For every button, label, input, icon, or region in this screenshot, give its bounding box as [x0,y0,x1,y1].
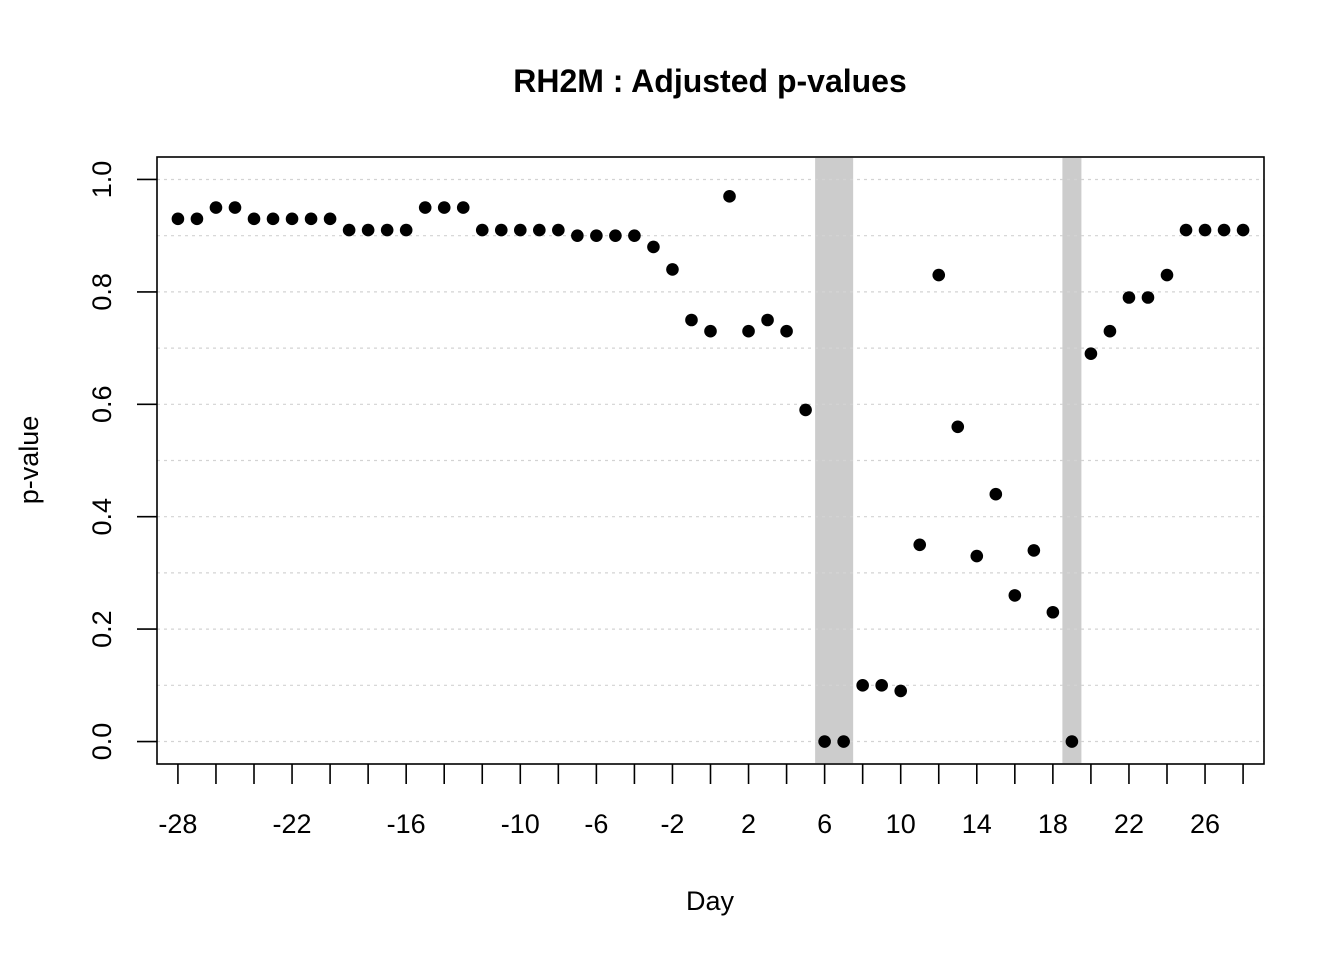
data-point [494,223,508,237]
y-axis: 0.0 0.2 0.4 0.6 0.8 1.0 [87,161,157,761]
data-point [1141,291,1155,304]
data-point [1236,223,1250,237]
x-tick-label: -16 [387,809,426,839]
x-tick-label: 18 [1038,809,1068,839]
data-point [704,324,717,338]
data-point [552,223,565,237]
data-point [399,223,413,237]
data-point [342,223,356,237]
data-point [533,223,546,237]
data-point [875,679,888,692]
data-point [856,679,869,692]
data-point [951,420,965,434]
data-point [590,229,603,242]
data-point [1122,291,1136,304]
data-point [1084,347,1098,361]
data-point [666,263,679,276]
data-point [1046,605,1060,619]
data-point [894,684,908,698]
data-point [818,735,831,748]
data-point [323,212,337,226]
x-tick-label: 2 [741,809,756,839]
data-point [285,212,299,226]
x-tick-label: -10 [501,809,540,839]
data-point [171,212,185,226]
x-tick-label: 10 [886,809,916,839]
data-point [989,487,1003,501]
data-point [1198,223,1212,237]
data-point [1065,735,1079,748]
data-point [475,223,489,237]
y-tick-label: 0.8 [87,273,117,311]
y-tick-label: 0.0 [87,723,117,761]
y-axis-label: p-value [14,416,44,505]
data-points [171,190,1250,748]
x-tick-label: -22 [273,809,312,839]
data-point [932,268,946,282]
x-tick-label: -28 [158,809,197,839]
data-point [1008,589,1022,602]
x-tick-label: -6 [584,809,608,839]
data-point [209,201,223,214]
data-point [418,201,432,214]
y-tick-label: 1.0 [87,161,117,199]
shaded-band-1 [1062,158,1082,763]
data-point [1103,324,1117,338]
data-point [609,229,622,242]
data-point [571,229,584,242]
data-point [1160,268,1174,282]
data-point [361,223,375,237]
data-point [304,212,318,226]
data-point [647,240,660,254]
data-point [780,324,793,338]
shaded-band-0 [815,158,854,763]
data-point [685,313,698,327]
data-point [799,403,812,417]
data-point [380,223,394,237]
data-point [1179,223,1193,237]
y-tick-label: 0.2 [87,610,117,648]
data-point [437,201,451,214]
x-tick-label: 14 [962,809,992,839]
data-point [970,549,984,563]
x-tick-label: 26 [1190,809,1220,839]
data-point [628,229,641,242]
data-point [761,313,774,327]
data-point [228,201,242,214]
data-point [837,735,850,748]
data-point [1027,544,1041,557]
shaded-bands [815,158,1082,763]
data-point [1217,223,1231,237]
y-tick-label: 0.6 [87,386,117,424]
data-point [742,324,755,338]
y-tick-label: 0.4 [87,498,117,536]
data-point [190,212,204,226]
grid-lines [157,178,1264,743]
x-tick-label: 22 [1114,809,1144,839]
data-point [723,190,736,203]
data-point [266,212,280,226]
data-point [913,538,927,552]
x-axis: -28 -22 -16 -10 -6 -2 2 6 10 14 18 22 26 [158,764,1244,839]
x-axis-label: Day [686,886,735,916]
chart-title: RH2M : Adjusted p-values [513,63,907,99]
data-point [456,201,470,214]
x-tick-label: -2 [660,809,684,839]
x-tick-label: 6 [817,809,832,839]
data-point [513,223,527,237]
data-point [247,212,261,226]
